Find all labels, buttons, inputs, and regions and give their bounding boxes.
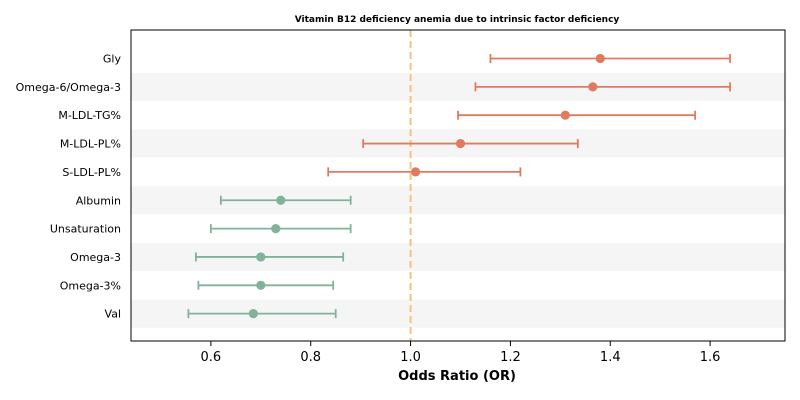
x-tick-label: 1.0 (400, 350, 421, 365)
estimate-row (209, 224, 352, 234)
estimate-row (187, 309, 337, 319)
plot-frame (130, 29, 786, 342)
odds-ratio-point (276, 195, 286, 205)
odds-ratio-point (271, 224, 281, 234)
row-label: Gly (103, 53, 122, 66)
row-label: Unsaturation (50, 223, 121, 236)
estimate-row (197, 280, 335, 290)
row-label: M-LDL-PL% (60, 138, 121, 151)
odds-ratio-point (256, 252, 266, 262)
estimate-row (195, 252, 345, 262)
x-tick-label: 1.4 (600, 350, 621, 365)
x-tick-label: 0.6 (201, 350, 222, 365)
row-label: Omega-6/Omega-3 (16, 81, 121, 94)
estimate-row (362, 138, 579, 149)
odds-ratio-point (455, 138, 466, 149)
odds-ratio-point (256, 280, 266, 290)
y-axis-labels: Gly Omega-6/Omega-3 M-LDL-TG% M-LDL-PL% S-LD… (16, 53, 122, 321)
estimate-row (489, 53, 731, 64)
odds-ratio-point (588, 82, 598, 92)
row-label: Omega-3% (60, 279, 121, 292)
row-label: M-LDL-TG% (58, 109, 121, 122)
estimate-row (327, 167, 522, 177)
x-tick-label: 1.6 (700, 350, 721, 365)
row-label: Albumin (76, 194, 121, 207)
x-axis: 0.6 0.8 1.0 1.2 1.4 1.6 (201, 341, 721, 365)
estimate-row (457, 110, 697, 120)
odds-ratio-point (595, 53, 605, 64)
estimate-row (474, 82, 731, 92)
odds-ratio-point (560, 110, 570, 120)
odds-ratio-point (248, 309, 258, 319)
estimate-row (219, 195, 352, 205)
row-label: S-LDL-PL% (62, 166, 121, 179)
odds-ratio-point (410, 167, 421, 177)
x-axis-label: Odds Ratio (OR) (398, 369, 516, 384)
row-label: Val (105, 308, 121, 321)
plot-marks (187, 53, 731, 319)
chart-title: Vitamin B12 deficiency anemia due to int… (295, 15, 620, 25)
x-tick-label: 0.8 (300, 350, 321, 365)
row-label: Omega-3 (70, 251, 121, 264)
x-tick-label: 1.2 (500, 350, 521, 365)
